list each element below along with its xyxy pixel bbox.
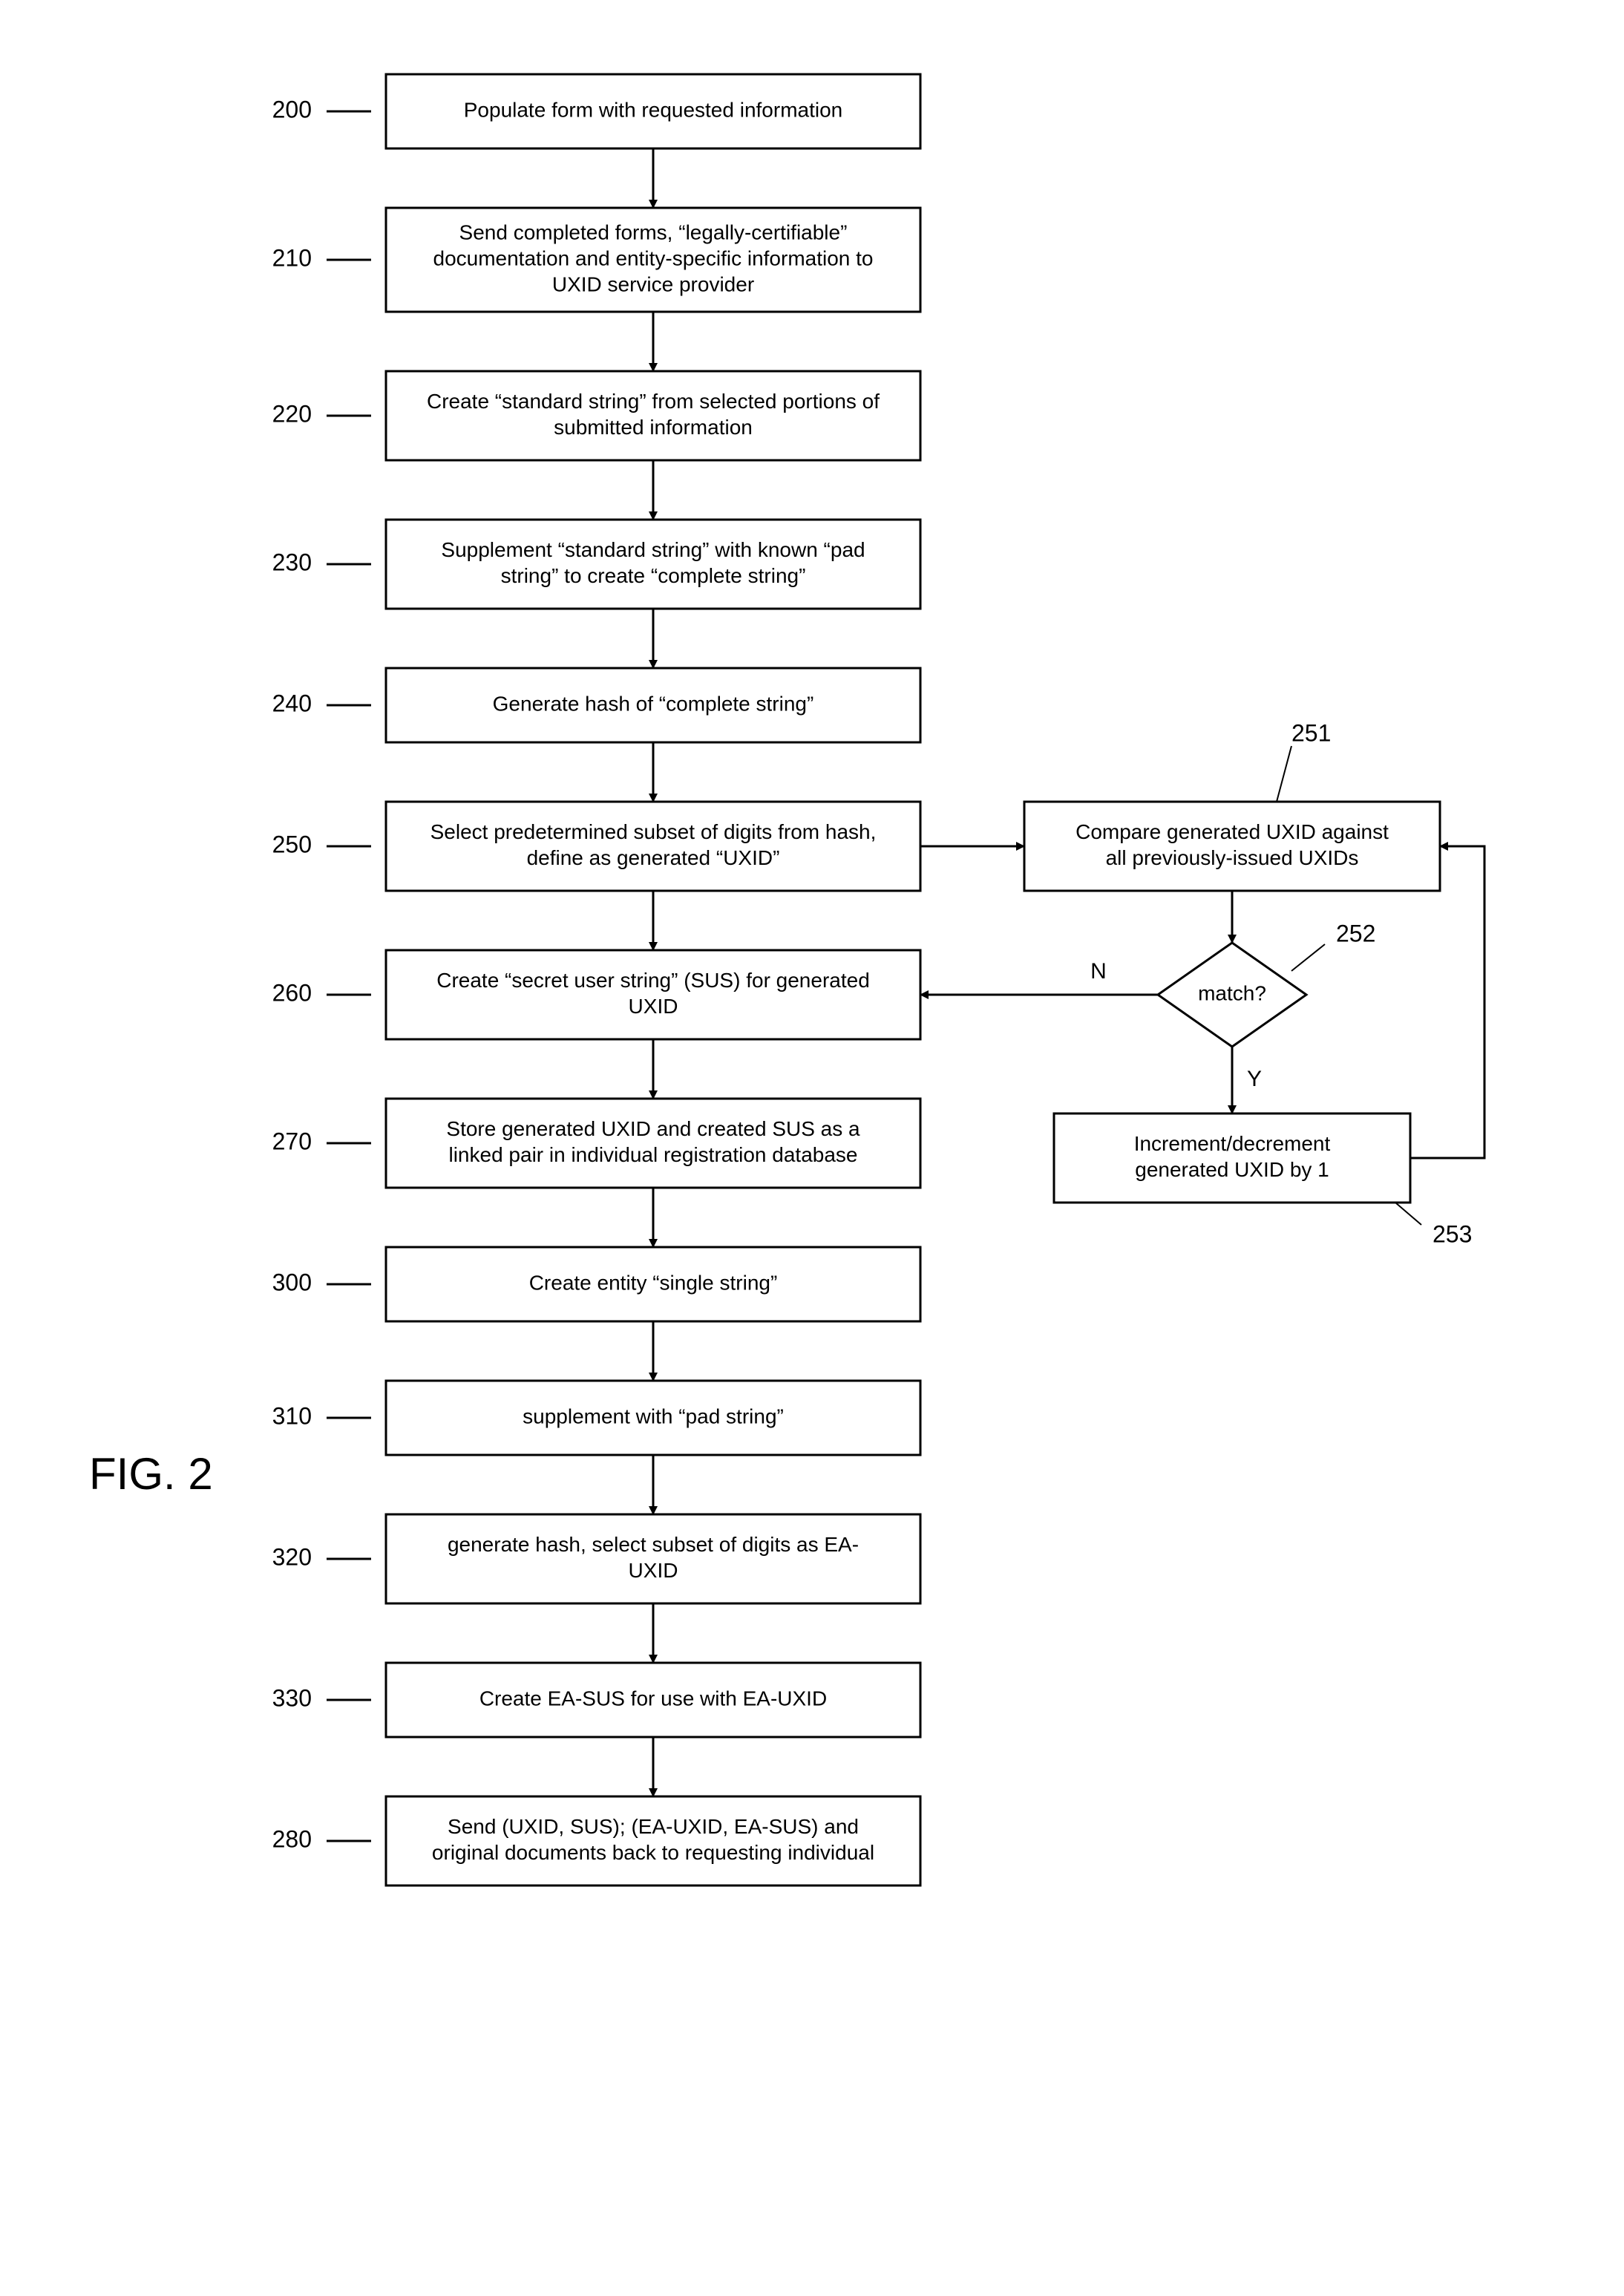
- svg-text:submitted information: submitted information: [554, 416, 753, 439]
- ref-label-253: 253: [1433, 1220, 1472, 1247]
- svg-text:Increment/decrement: Increment/decrement: [1134, 1132, 1331, 1155]
- ref-label-252: 252: [1336, 920, 1375, 946]
- node-253: Increment/decrement generated UXID by 1: [1054, 1113, 1410, 1203]
- svg-text:270: 270: [272, 1128, 312, 1154]
- svg-text:Y: Y: [1247, 1067, 1262, 1091]
- svg-text:generate hash, select subset o: generate hash, select subset of digits a…: [448, 1533, 859, 1556]
- svg-text:Populate form with requested i: Populate form with requested information: [464, 98, 843, 121]
- node-300: Create entity “single string” 300: [272, 1247, 920, 1321]
- node-220: Create “standard string” from selected p…: [272, 371, 920, 460]
- svg-text:match?: match?: [1198, 981, 1266, 1004]
- node-210: Send completed forms, “legally-certifiab…: [272, 208, 920, 312]
- svg-text:UXID service provider: UXID service provider: [552, 272, 754, 295]
- node-230: Supplement “standard string” with known …: [272, 520, 920, 609]
- svg-text:Select predetermined subset of: Select predetermined subset of digits fr…: [430, 820, 877, 843]
- svg-text:Send completed forms, “legally: Send completed forms, “legally-certifiab…: [459, 220, 848, 243]
- svg-text:UXID: UXID: [629, 995, 678, 1018]
- svg-text:Store generated UXID and creat: Store generated UXID and created SUS as …: [446, 1117, 860, 1140]
- ref-label-251: 251: [1291, 719, 1331, 746]
- node-280: Send (UXID, SUS); (EA-UXID, EA-SUS) and o…: [272, 1796, 920, 1885]
- figure-label: FIG. 2: [89, 1449, 213, 1499]
- svg-text:220: 220: [272, 400, 312, 427]
- svg-text:Supplement “standard string” w: Supplement “standard string” with known …: [441, 538, 865, 561]
- svg-text:300: 300: [272, 1269, 312, 1295]
- svg-text:260: 260: [272, 979, 312, 1006]
- svg-text:N: N: [1090, 959, 1107, 984]
- node-250: Select predetermined subset of digits fr…: [272, 802, 920, 891]
- svg-text:310: 310: [272, 1402, 312, 1429]
- svg-text:generated UXID by 1: generated UXID by 1: [1135, 1158, 1329, 1181]
- svg-text:210: 210: [272, 244, 312, 271]
- node-251: Compare generated UXID against all previo…: [1024, 802, 1440, 891]
- svg-text:200: 200: [272, 96, 312, 122]
- svg-text:Send (UXID, SUS); (EA-UXID, EA: Send (UXID, SUS); (EA-UXID, EA-SUS) and: [448, 1815, 859, 1838]
- node-240: Generate hash of “complete string” 240: [272, 668, 920, 742]
- svg-text:320: 320: [272, 1543, 312, 1570]
- svg-text:Create entity “single string”: Create entity “single string”: [529, 1271, 778, 1294]
- svg-text:Create EA-SUS for use with EA-: Create EA-SUS for use with EA-UXID: [479, 1687, 827, 1710]
- svg-text:define as generated “UXID”: define as generated “UXID”: [527, 846, 780, 869]
- node-310: supplement with “pad string” 310: [272, 1381, 920, 1455]
- svg-text:Create “secret user string” (S: Create “secret user string” (SUS) for ge…: [436, 969, 870, 992]
- svg-text:250: 250: [272, 831, 312, 857]
- svg-text:230: 230: [272, 549, 312, 575]
- svg-text:Compare generated UXID against: Compare generated UXID against: [1075, 820, 1389, 843]
- node-330: Create EA-SUS for use with EA-UXID 330: [272, 1663, 920, 1737]
- node-320: generate hash, select subset of digits a…: [272, 1514, 920, 1603]
- svg-text:all previously-issued UXIDs: all previously-issued UXIDs: [1106, 846, 1359, 869]
- svg-text:UXID: UXID: [629, 1559, 678, 1582]
- svg-text:240: 240: [272, 690, 312, 716]
- svg-text:linked pair in individual regi: linked pair in individual registration d…: [448, 1143, 857, 1166]
- edge-253-251: [1410, 846, 1484, 1158]
- svg-text:string” to create “complete st: string” to create “complete string”: [501, 564, 806, 587]
- svg-text:original documents back to req: original documents back to requesting in…: [432, 1841, 874, 1864]
- node-200: Populate form with requested information…: [272, 74, 920, 148]
- node-260: Create “secret user string” (SUS) for ge…: [272, 950, 920, 1039]
- svg-text:330: 330: [272, 1684, 312, 1711]
- svg-text:Generate hash of “complete str: Generate hash of “complete string”: [493, 692, 814, 715]
- svg-text:documentation and entity-speci: documentation and entity-specific inform…: [433, 246, 874, 269]
- node-252: match?: [1158, 943, 1306, 1047]
- svg-text:Create “standard string” from: Create “standard string” from selected p…: [427, 390, 880, 413]
- svg-text:280: 280: [272, 1825, 312, 1852]
- node-270: Store generated UXID and created SUS as …: [272, 1099, 920, 1188]
- svg-text:supplement with “pad string”: supplement with “pad string”: [523, 1404, 784, 1427]
